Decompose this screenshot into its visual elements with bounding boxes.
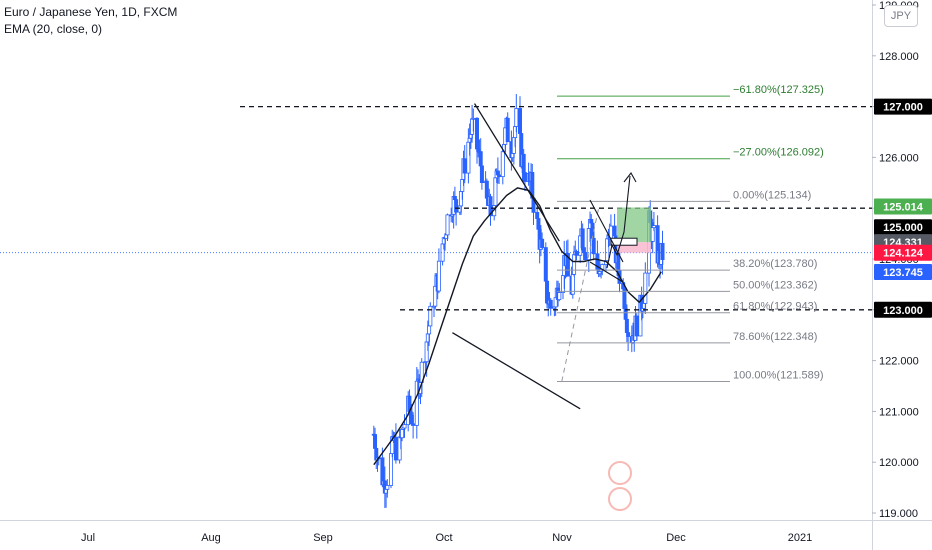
candle-down xyxy=(591,237,596,255)
fib-level-label: 38.20%(123.780) xyxy=(733,258,817,270)
event-marker-icon xyxy=(608,461,632,485)
price-tag-label: 125.000 xyxy=(883,222,923,234)
candle-up xyxy=(402,424,407,429)
symbol-title: Euro / Japanese Yen, 1D, FXCM xyxy=(4,5,178,19)
fib-level-label: 50.00%(123.362) xyxy=(733,279,817,291)
projection-path xyxy=(606,175,631,269)
candle-down xyxy=(505,117,510,143)
candle-down xyxy=(634,315,639,337)
fib-level-label: 78.60%(122.348) xyxy=(733,331,817,343)
time-axis-label: Jul xyxy=(81,532,95,544)
candle-down xyxy=(565,253,570,277)
flag-line-bottom xyxy=(589,261,624,283)
price-tag-label: 123.000 xyxy=(883,305,923,317)
price-tag-label: 127.000 xyxy=(883,102,923,114)
price-tag-label: 123.745 xyxy=(883,267,923,279)
candle-down xyxy=(540,238,545,248)
fib-extension-label: −61.80%(127.325) xyxy=(733,84,824,96)
candle-up xyxy=(385,485,390,490)
candle-down xyxy=(411,423,416,426)
event-marker-icon xyxy=(608,487,632,511)
candle-up xyxy=(471,117,476,120)
projection-arrowhead xyxy=(623,172,637,183)
candle-up xyxy=(557,292,562,301)
time-axis-label: Dec xyxy=(666,532,686,544)
candle-up xyxy=(428,305,433,327)
price-tick-label: 120.000 xyxy=(879,457,919,469)
candle-up xyxy=(400,428,405,439)
time-axis-label: Oct xyxy=(435,532,452,544)
price-tag-label: 125.014 xyxy=(883,201,924,213)
currency-button[interactable]: JPY xyxy=(884,5,918,27)
candle-up xyxy=(500,151,505,178)
price-tag xyxy=(874,219,932,236)
price-tag xyxy=(874,98,932,115)
time-axis-label: Nov xyxy=(552,532,572,544)
candle-up xyxy=(572,254,577,275)
candle-down xyxy=(393,437,398,461)
plot-area: 0.00%(125.134) 38.20%(123.780) 50.00%(123.… xyxy=(0,84,872,511)
candle-up xyxy=(514,108,519,127)
candle-down xyxy=(497,174,502,178)
ema-indicator-label[interactable]: EMA (20, close, 0) xyxy=(4,22,103,36)
candle-up xyxy=(651,225,656,229)
price-tag xyxy=(874,263,932,280)
upper-trendline xyxy=(473,103,560,242)
chart-legend: Euro / Japanese Yen, 1D, FXCM EMA (20, c… xyxy=(4,4,177,38)
candle-down xyxy=(548,299,553,309)
candle-down xyxy=(580,228,585,249)
dashed-support-line xyxy=(561,208,600,382)
candle-down xyxy=(488,196,493,217)
price-tick-label: 126.000 xyxy=(879,152,919,164)
price-tick-label: 121.000 xyxy=(879,406,919,418)
time-axis-label: Sep xyxy=(313,532,333,544)
time-axis-label: Aug xyxy=(201,532,221,544)
candle-down xyxy=(479,165,484,184)
candle-down xyxy=(660,242,665,261)
candle-down xyxy=(583,252,588,261)
price-tag xyxy=(874,244,932,261)
price-tag-label: 124.124 xyxy=(883,248,924,260)
ema-line xyxy=(373,187,662,466)
candle-up xyxy=(643,272,648,304)
fib-extension-label: −27.00%(126.092) xyxy=(733,147,824,159)
price-tag xyxy=(874,198,932,215)
candles xyxy=(371,94,665,508)
price-tick-label: 119.000 xyxy=(879,508,918,520)
candle-down xyxy=(626,332,631,337)
candle-up xyxy=(436,260,441,292)
candle-up xyxy=(427,325,432,335)
candle-up xyxy=(445,214,450,236)
fib-level-label: 0.00%(125.134) xyxy=(733,189,811,201)
stop-zone xyxy=(617,242,651,253)
candle-down xyxy=(462,158,467,174)
candle-down xyxy=(518,108,523,134)
fib-level-label: 100.00%(121.589) xyxy=(733,369,824,381)
candle-down xyxy=(522,172,527,182)
entry-box xyxy=(610,237,638,246)
price-tag xyxy=(874,301,932,318)
candle-up xyxy=(388,453,393,486)
price-tick-label: 128.000 xyxy=(879,51,919,63)
price-tick-label: 122.000 xyxy=(879,356,919,368)
lower-trendline xyxy=(452,332,581,410)
time-axis-label: 2021 xyxy=(788,532,812,544)
candle-down xyxy=(454,199,459,213)
candle-down xyxy=(574,250,579,256)
fib-level-label: 61.80%(122.943) xyxy=(733,301,817,313)
